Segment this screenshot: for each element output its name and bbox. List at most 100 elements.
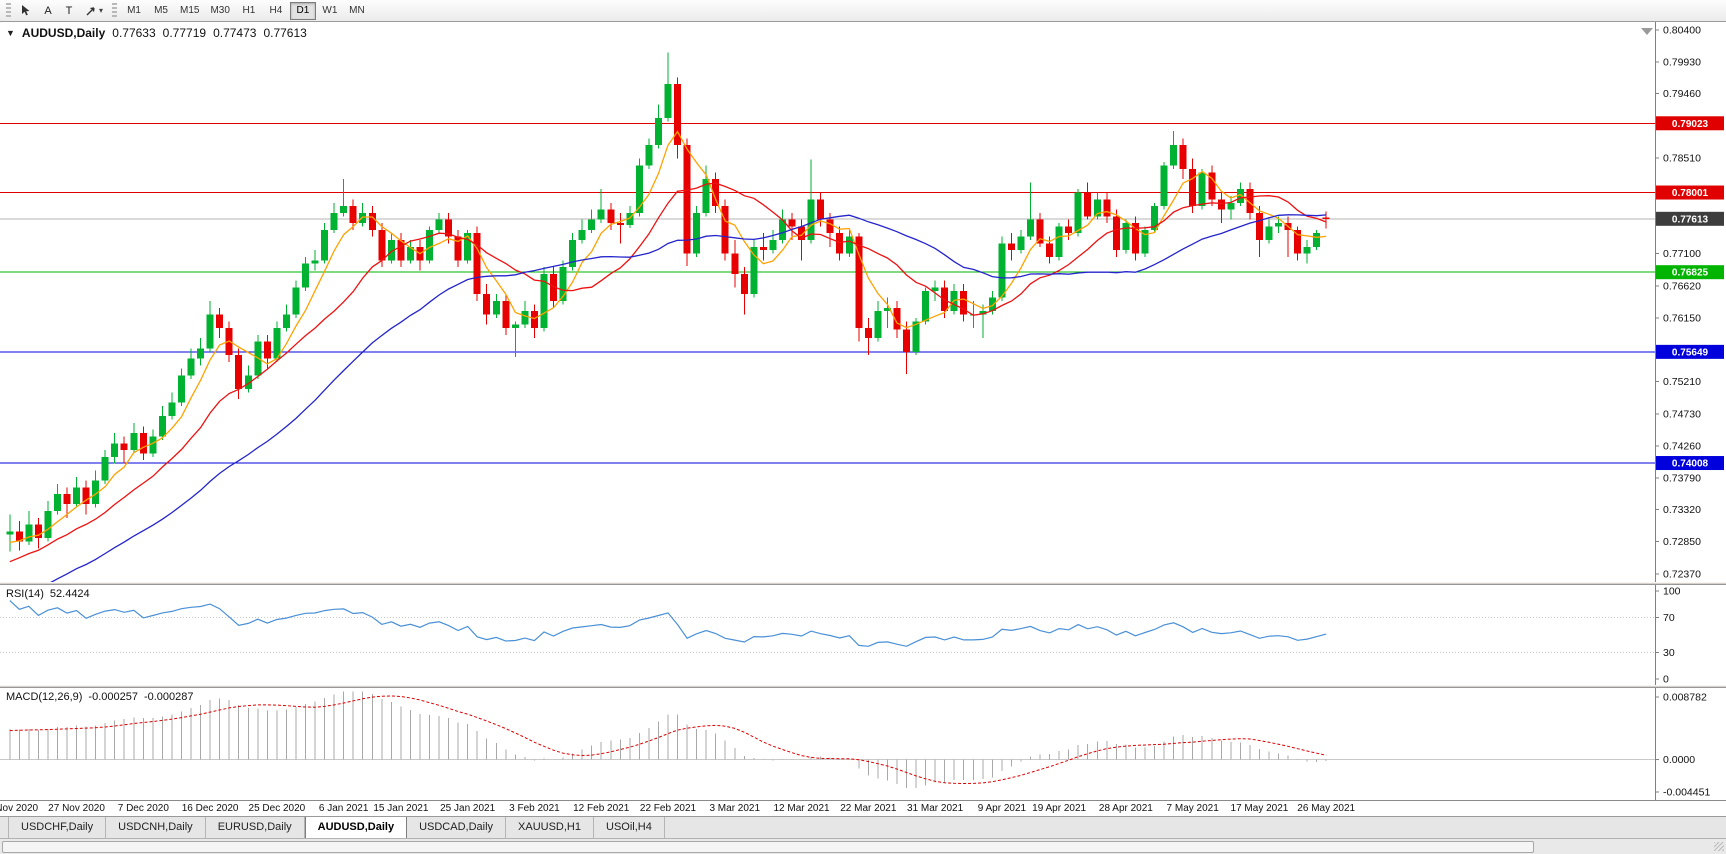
candle: [282, 314, 290, 329]
candle: [1151, 206, 1159, 230]
candle: [893, 307, 901, 330]
main-chart-canvas[interactable]: 0.80400 0.79930 0.79460 0.78510 0.77100 0.766…: [0, 22, 1726, 582]
chart-shift-marker-icon[interactable]: [1641, 28, 1653, 35]
candle: [769, 240, 777, 251]
rsi-panel: 100 70 30 0 RSI(14) 52.4424: [0, 585, 1726, 685]
chart-tab-USDCAD[interactable]: USDCAD,Daily: [407, 817, 507, 838]
toolbar-grip[interactable]: [6, 2, 11, 19]
candle: [1246, 189, 1254, 213]
arrow-tool-button[interactable]: ▾: [80, 2, 108, 20]
candle: [1093, 199, 1101, 217]
candle: [368, 212, 376, 230]
toolbar-grip[interactable]: [112, 2, 118, 19]
candle: [292, 287, 300, 315]
chart-tab-USOil[interactable]: USOil,H4: [594, 817, 665, 838]
panel-splitter[interactable]: [0, 582, 1726, 585]
candle: [1027, 219, 1035, 237]
candle: [177, 375, 185, 403]
candle: [426, 229, 434, 261]
macd-histogram: [9, 691, 1327, 789]
x-axis-label: 6 Jan 2021: [318, 803, 369, 814]
y-axis-label: 0.72850: [1663, 536, 1701, 548]
candle: [874, 311, 882, 339]
cursor-tool-button[interactable]: [15, 2, 37, 20]
timeframe-button-H4[interactable]: H4: [263, 2, 289, 20]
candle: [836, 233, 844, 254]
candle: [73, 487, 81, 505]
timeframe-button-M5[interactable]: M5: [148, 2, 174, 20]
x-axis-label: 25 Jan 2021: [440, 803, 496, 814]
candle: [654, 118, 662, 146]
x-axis-label: 28 Apr 2021: [1098, 803, 1153, 814]
candle: [263, 341, 271, 359]
bottom-scrollbar: [0, 838, 1726, 854]
candle: [693, 212, 701, 254]
candle: [578, 229, 586, 241]
label-tool-button[interactable]: T: [59, 2, 79, 20]
candle: [206, 314, 214, 349]
svg-text:0.74008: 0.74008: [1672, 459, 1709, 470]
y-axis-label: 0.73320: [1663, 504, 1701, 516]
macd-canvas[interactable]: 0.008782 0.0000 -0.004451: [0, 688, 1726, 800]
x-axis-label: 19 Apr 2021: [1032, 803, 1087, 814]
rsi-canvas[interactable]: 100 70 30 0: [0, 585, 1726, 685]
candle: [998, 243, 1006, 298]
candle: [1141, 229, 1149, 254]
candle: [807, 199, 815, 241]
chart-tab-AUDUSD[interactable]: AUDUSD,Daily: [304, 817, 408, 838]
candle: [1084, 192, 1092, 217]
candle: [1055, 226, 1063, 257]
price-level-badge: [1656, 116, 1724, 131]
candle: [1065, 226, 1073, 234]
timeframe-button-M15[interactable]: M15: [175, 2, 204, 20]
candle: [1208, 172, 1216, 200]
candle: [25, 524, 33, 542]
candle: [702, 179, 710, 213]
candle: [931, 287, 939, 291]
candle: [1112, 216, 1120, 251]
candle: [855, 236, 863, 329]
y-axis-label: 0.80400: [1663, 25, 1701, 37]
x-axis-label: 9 Apr 2021: [977, 803, 1027, 814]
candle: [359, 212, 367, 224]
candle: [130, 433, 138, 451]
x-axis-label: 3 Mar 2021: [709, 803, 761, 814]
ma-fast-line: [9, 130, 1327, 544]
timeframe-button-W1[interactable]: W1: [317, 2, 343, 20]
x-axis-dates[interactable]: 18 Nov 2020 27 Nov 2020 7 Dec 2020 16 Dec 2…: [0, 800, 1726, 816]
panel-splitter[interactable]: [0, 685, 1726, 688]
candle: [120, 443, 128, 451]
timeframe-button-H1[interactable]: H1: [236, 2, 262, 20]
candle: [597, 209, 605, 220]
price-level-badge: [1656, 456, 1724, 471]
candle: [759, 246, 767, 251]
timeframe-button-M1[interactable]: M1: [121, 2, 147, 20]
candle: [712, 179, 720, 207]
resize-grip-icon: [1714, 842, 1724, 851]
candle: [798, 226, 806, 241]
chart-tab-USDCHF[interactable]: USDCHF,Daily: [8, 817, 107, 838]
candle: [311, 260, 319, 264]
scrollbar-thumb[interactable]: [2, 841, 1534, 853]
candle: [1217, 199, 1225, 210]
text-tool-button[interactable]: A: [38, 2, 58, 20]
timeframe-button-D1[interactable]: D1: [289, 1, 316, 20]
rsi-line: [9, 600, 1327, 647]
timeframe-button-M30[interactable]: M30: [205, 2, 234, 20]
timeframe-button-MN[interactable]: MN: [344, 2, 370, 20]
candle: [740, 273, 748, 295]
candle: [1046, 243, 1054, 257]
candle: [82, 487, 90, 505]
candle: [1313, 233, 1321, 247]
chart-tab-EURUSD[interactable]: EURUSD,Daily: [206, 817, 305, 838]
chart-tab-USDCNH[interactable]: USDCNH,Daily: [106, 817, 206, 838]
y-axis-label: 0.79930: [1663, 56, 1701, 68]
candle: [187, 358, 195, 376]
candle: [826, 219, 834, 234]
rsi-axis-label: 70: [1663, 612, 1675, 624]
y-axis-label: 0.78510: [1663, 153, 1701, 165]
macd-panel: 0.008782 0.0000 -0.004451 MACD(12,26,9) -0…: [0, 688, 1726, 800]
chart-tab-XAUUSD[interactable]: XAUUSD,H1: [506, 817, 594, 838]
ma-mid-line: [9, 182, 1327, 563]
candle: [492, 300, 500, 315]
